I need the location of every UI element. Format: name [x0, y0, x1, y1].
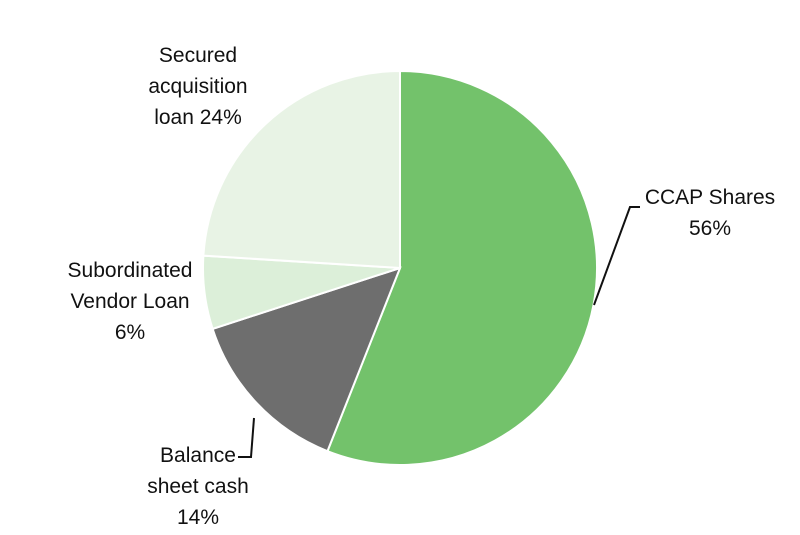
pie-slice: [202, 69, 401, 270]
slice-label: Subordinated Vendor Loan 6%: [55, 255, 205, 348]
pie-slice: [326, 69, 598, 466]
category-label: CCAP Shares: [644, 186, 776, 209]
value-label: 6%: [114, 321, 146, 344]
value-label: 14%: [176, 506, 220, 529]
category-label: Balance sheet cash: [147, 444, 249, 498]
slice-label: Secured acquisition loan 24%: [138, 40, 258, 133]
value-label: 56%: [688, 217, 732, 240]
leader-line: [593, 206, 640, 306]
leader-line: [238, 417, 255, 458]
category-label: Secured acquisition loan: [148, 44, 248, 129]
slice-label: Balance sheet cash 14%: [142, 440, 254, 533]
category-label: Subordinated Vendor Loan: [67, 259, 193, 313]
value-label: 24%: [199, 106, 242, 129]
slice-label: CCAP Shares 56%: [622, 182, 798, 244]
